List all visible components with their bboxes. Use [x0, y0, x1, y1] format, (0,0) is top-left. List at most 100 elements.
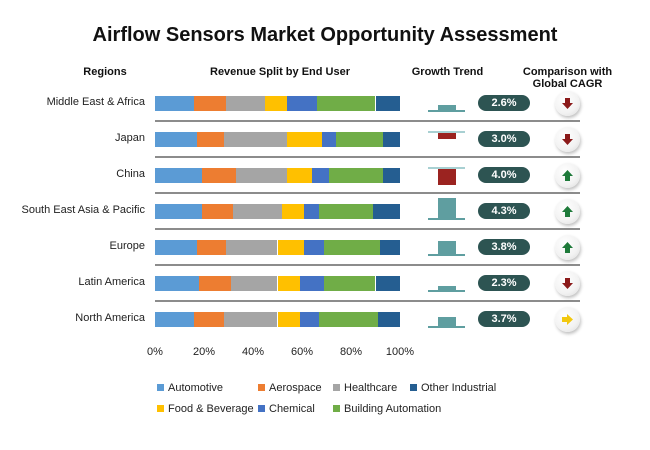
bar-segment-chemical — [311, 168, 329, 183]
trend-bar-negative — [438, 169, 456, 185]
legend-label: Food & Beverage — [168, 403, 254, 415]
bar-segment-healthcare — [233, 204, 283, 219]
legend-label: Healthcare — [344, 382, 398, 394]
bar-segment-building-automation — [319, 204, 374, 219]
legend-label: Aerospace — [269, 382, 322, 394]
legend-item: Building Automation — [333, 403, 441, 415]
comparison-down-icon — [555, 271, 580, 296]
trend-baseline — [428, 290, 465, 292]
row-divider — [155, 228, 580, 230]
bar-segment-chemical — [304, 240, 325, 255]
x-tick-label: 40% — [241, 346, 265, 358]
bar-segment-other-industrial — [382, 168, 400, 183]
legend-item: Chemical — [258, 403, 315, 415]
cagr-badge: 3.8% — [478, 239, 530, 255]
bar-segment-aerospace — [196, 132, 224, 147]
bar-segment-other-industrial — [375, 96, 400, 111]
bar-segment-aerospace — [194, 96, 227, 111]
bar-segment-aerospace — [201, 204, 234, 219]
bar-segment-food-beverage — [277, 276, 300, 291]
region-label: Middle East & Africa — [46, 96, 145, 108]
row-divider — [155, 192, 580, 194]
region-label: Latin America — [78, 276, 145, 288]
legend-item: Other Industrial — [410, 382, 496, 394]
header-growth-trend: Growth Trend — [411, 66, 484, 78]
bar-segment-automotive — [155, 276, 200, 291]
bar-segment-automotive — [155, 168, 202, 183]
legend-label: Building Automation — [344, 403, 442, 415]
header-comparison: Comparison with Global CAGR — [522, 66, 613, 90]
legend-item: Automotive — [157, 382, 223, 394]
bar-segment-aerospace — [201, 168, 236, 183]
legend-item: Aerospace — [258, 382, 322, 394]
comparison-neutral-icon — [555, 307, 580, 332]
bar-segment-chemical — [287, 96, 317, 111]
trend-baseline — [428, 326, 465, 328]
bar-segment-other-industrial — [377, 312, 400, 327]
comparison-up-icon — [555, 235, 580, 260]
legend-swatch — [410, 384, 417, 391]
bar-segment-healthcare — [223, 132, 288, 147]
bar-segment-automotive — [155, 204, 202, 219]
x-tick-label: 100% — [385, 346, 415, 358]
bar-segment-healthcare — [230, 276, 278, 291]
comparison-down-icon — [555, 91, 580, 116]
legend-swatch — [157, 384, 164, 391]
trend-baseline — [428, 254, 465, 256]
bar-segment-food-beverage — [277, 240, 305, 255]
bar-segment-other-industrial — [380, 240, 400, 255]
bar-segment-food-beverage — [287, 132, 322, 147]
bar-segment-chemical — [304, 204, 320, 219]
trend-bar-positive — [438, 317, 456, 326]
bar-segment-building-automation — [319, 312, 378, 327]
region-label: Japan — [115, 132, 145, 144]
legend-item: Food & Beverage — [157, 403, 254, 415]
bar-segment-chemical — [321, 132, 337, 147]
bar-segment-other-industrial — [373, 204, 400, 219]
trend-bar-negative — [438, 133, 456, 139]
bar-segment-building-automation — [316, 96, 376, 111]
trend-bar-positive — [438, 241, 456, 254]
x-tick-label: 80% — [339, 346, 363, 358]
legend-label: Other Industrial — [421, 382, 497, 394]
bar-segment-healthcare — [226, 240, 278, 255]
cagr-badge: 3.0% — [478, 131, 530, 147]
x-tick-label: 0% — [147, 346, 163, 358]
bar-segment-building-automation — [336, 132, 383, 147]
bar-segment-chemical — [299, 312, 320, 327]
bar-segment-automotive — [155, 240, 197, 255]
bar-segment-healthcare — [223, 312, 278, 327]
cagr-badge: 3.7% — [478, 311, 530, 327]
bar-segment-food-beverage — [265, 96, 288, 111]
region-label: China — [116, 168, 145, 180]
bar-segment-automotive — [155, 96, 195, 111]
legend-label: Chemical — [269, 403, 315, 415]
bar-segment-building-automation — [324, 240, 381, 255]
bar-segment-food-beverage — [282, 204, 305, 219]
trend-bar-positive — [438, 105, 456, 110]
cagr-badge: 2.3% — [478, 275, 530, 291]
comparison-up-icon — [555, 199, 580, 224]
legend-swatch — [333, 384, 340, 391]
bar-segment-other-industrial — [382, 132, 400, 147]
trend-baseline — [428, 131, 465, 133]
region-label: North America — [75, 312, 145, 324]
legend-swatch — [258, 384, 265, 391]
bar-segment-building-automation — [324, 276, 376, 291]
bar-segment-automotive — [155, 312, 195, 327]
legend-swatch — [333, 405, 340, 412]
row-divider — [155, 120, 580, 122]
trend-bar-positive — [438, 198, 456, 218]
cagr-badge: 4.0% — [478, 167, 530, 183]
trend-bar-positive — [438, 286, 456, 290]
bar-segment-aerospace — [194, 312, 224, 327]
x-tick-label: 20% — [192, 346, 216, 358]
cagr-badge: 4.3% — [478, 203, 530, 219]
legend-swatch — [157, 405, 164, 412]
trend-baseline — [428, 167, 465, 169]
cagr-badge: 2.6% — [478, 95, 530, 111]
bar-segment-other-industrial — [375, 276, 400, 291]
bar-segment-healthcare — [226, 96, 266, 111]
legend-item: Healthcare — [333, 382, 397, 394]
